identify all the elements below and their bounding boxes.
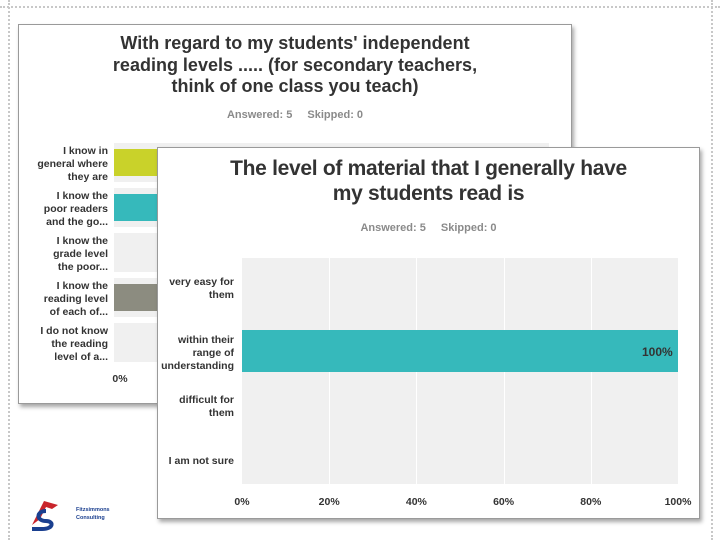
front-x-tick: 0% [234, 496, 250, 508]
front-bar-value-label: 100% [642, 345, 673, 359]
back-category-label: I do not know the reading level of a... [40, 325, 108, 363]
slide-dotted-border-top [0, 6, 720, 8]
front-x-tick: 20% [318, 496, 340, 508]
slide-dotted-border-left [8, 0, 10, 540]
back-category-label: I know the poor readers and the go... [43, 190, 108, 228]
front-x-tick: 80% [580, 496, 602, 508]
logo-text-line-2: Consulting [76, 515, 105, 521]
back-title-line-3: think of one class you teach) [171, 76, 419, 97]
back-category-label: I know the reading level of each of... [43, 280, 108, 318]
front-answered-count: Answered: 5 [360, 222, 426, 234]
back-chart-title: With regard to my students' independent … [19, 33, 571, 98]
front-skipped-count: Skipped: 0 [440, 222, 497, 234]
back-category-label: I know in general where they are [37, 145, 108, 183]
front-chart-stats: Answered: 5 Skipped: 0 [158, 222, 699, 234]
front-category-label: very easy for them [169, 276, 234, 301]
front-category-label: difficult for them [179, 394, 234, 419]
front-category-label: within their range of understanding [161, 333, 234, 372]
company-logo: Fitzsimmons Consulting [24, 495, 110, 533]
front-chart-panel: The level of material that I generally h… [157, 147, 700, 519]
back-title-line-2: reading levels ..... (for secondary teac… [112, 54, 478, 75]
back-category-label: I know the grade level the poor... [53, 235, 108, 273]
front-title-line-1: The level of material that I generally h… [230, 157, 627, 180]
logo-text-line-1: Fitzsimmons [76, 507, 110, 513]
back-answered-count: Answered: 5 [226, 109, 293, 121]
logo-mark-icon [32, 501, 58, 531]
back-title-line-1: With regard to my students' independent [120, 33, 470, 53]
front-chart-bar [242, 330, 678, 372]
front-title-line-2: my students read is [332, 182, 525, 206]
back-x-tick: 0% [112, 373, 128, 385]
front-x-tick: 40% [405, 496, 427, 508]
front-x-tick: 60% [493, 496, 515, 508]
back-skipped-count: Skipped: 0 [307, 109, 364, 121]
slide-dotted-border-right [711, 0, 713, 540]
front-x-tick: 100% [664, 496, 692, 508]
front-category-label: I am not sure [168, 454, 234, 467]
front-chart-title: The level of material that I generally h… [158, 156, 699, 206]
back-chart-stats: Answered: 5 Skipped: 0 [19, 109, 571, 121]
